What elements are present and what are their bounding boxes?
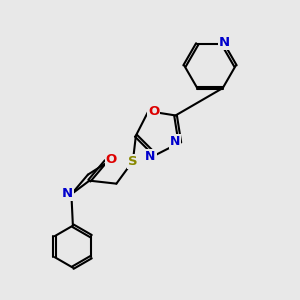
Text: S: S <box>128 155 138 168</box>
Text: N: N <box>61 187 73 200</box>
Text: N: N <box>219 36 230 49</box>
Text: N: N <box>170 135 180 148</box>
Text: O: O <box>148 105 159 118</box>
Text: O: O <box>106 153 117 166</box>
Text: N: N <box>146 150 156 163</box>
